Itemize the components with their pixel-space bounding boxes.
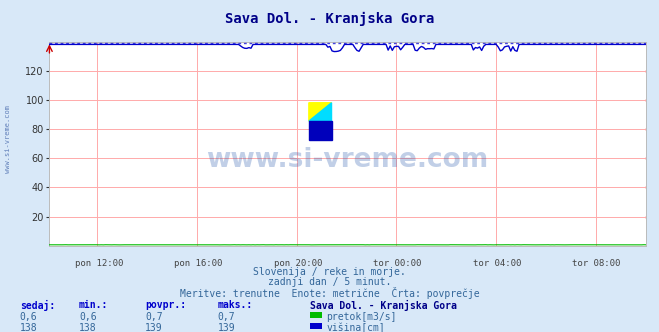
Text: Sava Dol. - Kranjska Gora: Sava Dol. - Kranjska Gora <box>225 12 434 26</box>
Text: višina[cm]: višina[cm] <box>326 323 385 332</box>
Text: pon 12:00: pon 12:00 <box>75 259 123 268</box>
Text: 0,6: 0,6 <box>79 312 97 322</box>
Text: tor 00:00: tor 00:00 <box>373 259 422 268</box>
Text: 139: 139 <box>217 323 235 332</box>
Text: 0,6: 0,6 <box>20 312 38 322</box>
Text: pretok[m3/s]: pretok[m3/s] <box>326 312 397 322</box>
Text: 0,7: 0,7 <box>217 312 235 322</box>
Text: 0,7: 0,7 <box>145 312 163 322</box>
Text: www.si-vreme.com: www.si-vreme.com <box>206 147 489 173</box>
Polygon shape <box>309 121 331 139</box>
Text: pon 20:00: pon 20:00 <box>273 259 322 268</box>
Polygon shape <box>309 103 331 121</box>
Text: 139: 139 <box>145 323 163 332</box>
Text: Meritve: trenutne  Enote: metrične  Črta: povprečje: Meritve: trenutne Enote: metrične Črta: … <box>180 287 479 299</box>
Text: www.si-vreme.com: www.si-vreme.com <box>5 106 11 173</box>
Text: povpr.:: povpr.: <box>145 300 186 310</box>
Text: zadnji dan / 5 minut.: zadnji dan / 5 minut. <box>268 277 391 287</box>
Text: Sava Dol. - Kranjska Gora: Sava Dol. - Kranjska Gora <box>310 300 457 311</box>
Text: 138: 138 <box>79 323 97 332</box>
Text: pon 16:00: pon 16:00 <box>175 259 223 268</box>
Text: sedaj:: sedaj: <box>20 300 55 311</box>
Text: tor 08:00: tor 08:00 <box>572 259 620 268</box>
Text: 138: 138 <box>20 323 38 332</box>
Text: min.:: min.: <box>79 300 109 310</box>
Text: maks.:: maks.: <box>217 300 252 310</box>
Polygon shape <box>309 103 331 121</box>
Text: tor 04:00: tor 04:00 <box>473 259 521 268</box>
Text: Slovenija / reke in morje.: Slovenija / reke in morje. <box>253 267 406 277</box>
